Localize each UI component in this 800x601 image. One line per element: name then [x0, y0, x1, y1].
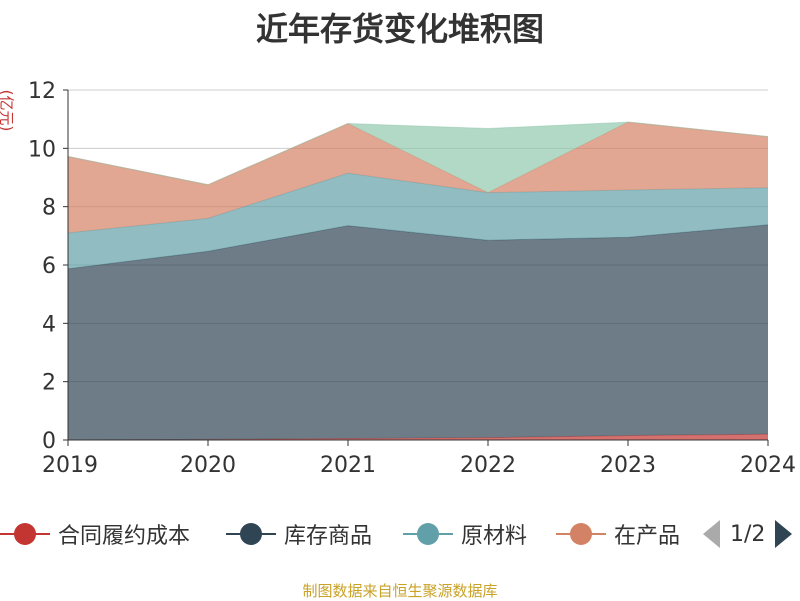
area-series-0 [68, 434, 768, 440]
area-series-2 [68, 173, 768, 269]
legend-prev-page-icon[interactable] [703, 520, 720, 548]
legend-pager: 1/2 [703, 514, 793, 554]
legend-next-page-icon[interactable] [775, 520, 793, 548]
data-source-note: 制图数据来自恒生聚源数据库 [302, 582, 498, 600]
legend-item-contract-cost[interactable]: 合同履约成本 [0, 514, 190, 554]
area-series-3 [68, 122, 768, 233]
legend-item-inventory-goods[interactable]: 库存商品 [226, 514, 372, 554]
x-tick-label: 2021 [320, 453, 376, 478]
x-tick-label: 2019 [42, 453, 98, 478]
area-series-4 [68, 122, 768, 193]
legend-label-raw-materials: 原材料 [461, 524, 528, 549]
area-series-1 [68, 224, 768, 440]
legend-marker-work-in-progress [556, 514, 606, 554]
legend-marker-contract-cost [0, 514, 50, 554]
chart-title: 近年存货变化堆积图 [255, 10, 544, 48]
y-tick-label: 12 [28, 79, 56, 104]
legend-page-indicator: 1/2 [730, 521, 766, 547]
x-tick-label: 2020 [180, 453, 236, 478]
y-tick-label: 10 [28, 137, 56, 162]
y-tick-label: 0 [42, 429, 56, 454]
x-tick-label: 2024 [740, 453, 796, 478]
legend-marker-inventory-goods [226, 514, 276, 554]
y-tick-label: 8 [42, 196, 56, 221]
x-tick-label: 2023 [600, 453, 656, 478]
y-tick-label: 2 [42, 371, 56, 396]
legend-label-contract-cost: 合同履约成本 [58, 524, 191, 549]
y-tick-label: 4 [42, 312, 56, 337]
legend: 合同履约成本 库存商品 原材料 在产品 [0, 514, 800, 554]
legend-item-raw-materials[interactable]: 原材料 [403, 514, 527, 554]
legend-item-work-in-progress[interactable]: 在产品 [556, 514, 682, 554]
x-tick-label: 2022 [460, 453, 516, 478]
legend-label-work-in-progress: 在产品 [614, 524, 681, 549]
legend-label-inventory-goods: 库存商品 [284, 524, 373, 549]
series-line-4 [67, 121, 769, 186]
legend-marker-raw-materials [403, 514, 453, 554]
y-tick-label: 6 [42, 254, 56, 279]
